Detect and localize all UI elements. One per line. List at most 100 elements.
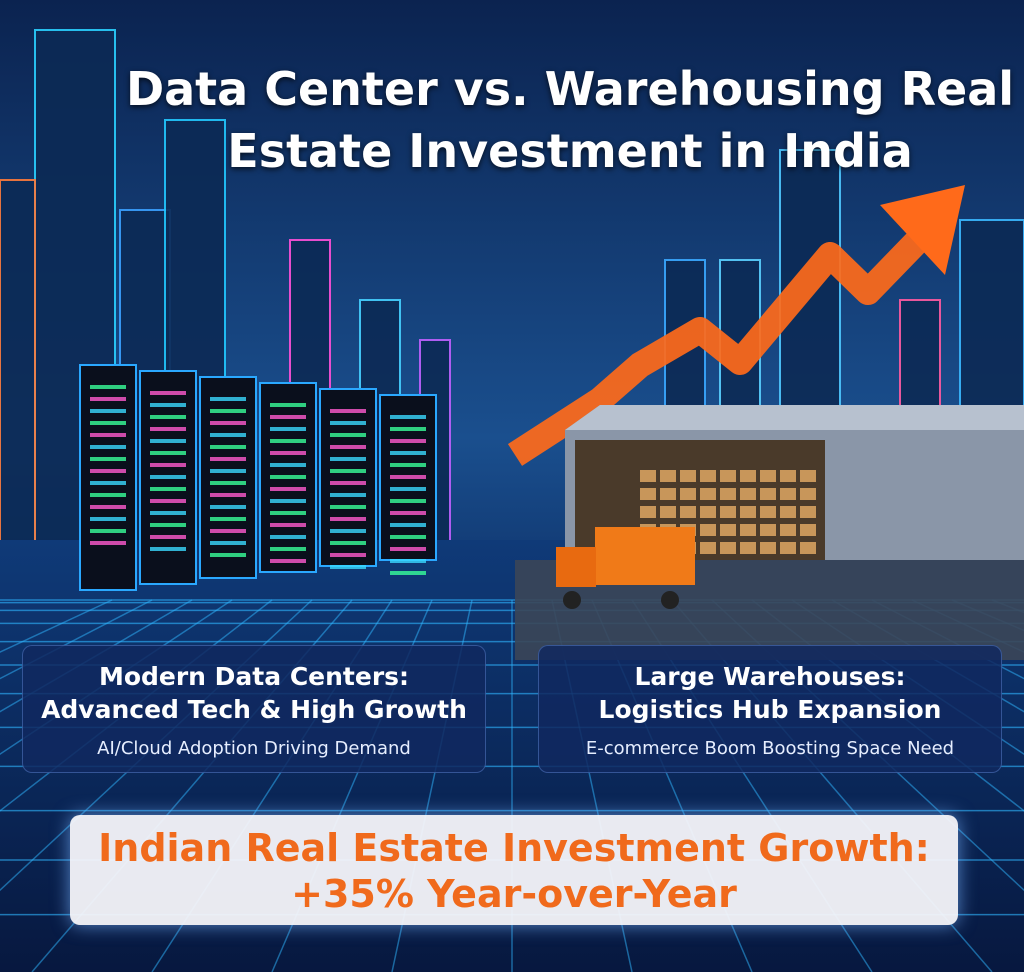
server-light	[390, 463, 426, 467]
box	[680, 488, 696, 500]
panel-heading: Modern Data Centers:	[98, 662, 410, 691]
server-light	[390, 427, 426, 431]
box	[760, 488, 776, 500]
banner-line: Indian Real Estate Investment Growth:	[98, 826, 930, 870]
box	[700, 542, 716, 554]
box	[780, 506, 796, 518]
server-light	[210, 505, 246, 509]
box	[720, 506, 736, 518]
server-light	[330, 553, 366, 557]
box	[800, 542, 816, 554]
server-light	[390, 571, 426, 575]
box	[800, 488, 816, 500]
panel-heading: Logistics Hub Expansion	[598, 695, 942, 724]
server-light	[150, 487, 186, 491]
server-light	[150, 535, 186, 539]
server-light	[330, 565, 366, 569]
panel-heading: Advanced Tech & High Growth	[41, 695, 467, 724]
server-light	[210, 553, 246, 557]
box	[660, 506, 676, 518]
box	[800, 524, 816, 536]
server-light	[270, 511, 306, 515]
server-rack	[199, 376, 257, 579]
box	[680, 470, 696, 482]
server-light	[210, 541, 246, 545]
server-light	[330, 481, 366, 485]
box	[720, 470, 736, 482]
box	[740, 542, 756, 554]
box	[800, 506, 816, 518]
server-light	[330, 445, 366, 449]
server-light	[90, 421, 126, 425]
server-light	[330, 517, 366, 521]
box	[660, 470, 676, 482]
server-light	[210, 493, 246, 497]
box	[760, 470, 776, 482]
server-light	[270, 403, 306, 407]
box	[740, 488, 756, 500]
server-light	[390, 535, 426, 539]
server-light	[150, 511, 186, 515]
box	[700, 524, 716, 536]
growth-arrow-head	[880, 185, 965, 275]
growth-arrow	[507, 218, 940, 466]
server-light	[90, 505, 126, 509]
server-light	[330, 529, 366, 533]
server-light	[210, 529, 246, 533]
box	[700, 506, 716, 518]
server-light	[330, 433, 366, 437]
server-light	[150, 475, 186, 479]
box	[720, 524, 736, 536]
box	[740, 506, 756, 518]
server-light	[210, 481, 246, 485]
server-light	[270, 475, 306, 479]
server-light	[90, 433, 126, 437]
server-light	[270, 547, 306, 551]
panel-caption: AI/Cloud Adoption Driving Demand	[97, 738, 411, 759]
server-rack	[79, 364, 137, 591]
truck-body	[595, 527, 695, 585]
tower	[0, 179, 36, 561]
title-line: Data Center vs. Warehousing Real	[125, 62, 1015, 116]
server-light	[150, 415, 186, 419]
server-light	[90, 409, 126, 413]
panel: Modern Data Centers: Advanced Tech & Hig…	[22, 645, 486, 773]
box	[660, 488, 676, 500]
server-light	[150, 451, 186, 455]
box	[640, 488, 656, 500]
server-light	[390, 451, 426, 455]
server-light	[270, 451, 306, 455]
server-light	[270, 463, 306, 467]
server-light	[150, 523, 186, 527]
server-light	[270, 427, 306, 431]
server-light	[150, 403, 186, 407]
banner-line: +35% Year-over-Year	[291, 872, 737, 916]
server-rack	[379, 394, 437, 561]
truck-wheel	[661, 591, 679, 609]
truck-wheel	[563, 591, 581, 609]
server-light	[210, 445, 246, 449]
server-light	[150, 499, 186, 503]
server-light	[270, 535, 306, 539]
server-light	[390, 487, 426, 491]
server-light	[390, 547, 426, 551]
box	[760, 524, 776, 536]
box	[760, 542, 776, 554]
server-light	[150, 463, 186, 467]
panel-heading: Large Warehouses:	[634, 662, 906, 691]
server-light	[210, 397, 246, 401]
server-light	[210, 457, 246, 461]
server-light	[150, 427, 186, 431]
server-light	[90, 529, 126, 533]
warehouse-roof	[565, 405, 1024, 430]
server-light	[210, 433, 246, 437]
server-light	[270, 523, 306, 527]
truck-cab	[556, 547, 596, 587]
server-racks	[79, 364, 437, 591]
server-light	[270, 559, 306, 563]
server-light	[390, 439, 426, 443]
server-light	[90, 517, 126, 521]
server-light	[330, 541, 366, 545]
server-light	[390, 523, 426, 527]
